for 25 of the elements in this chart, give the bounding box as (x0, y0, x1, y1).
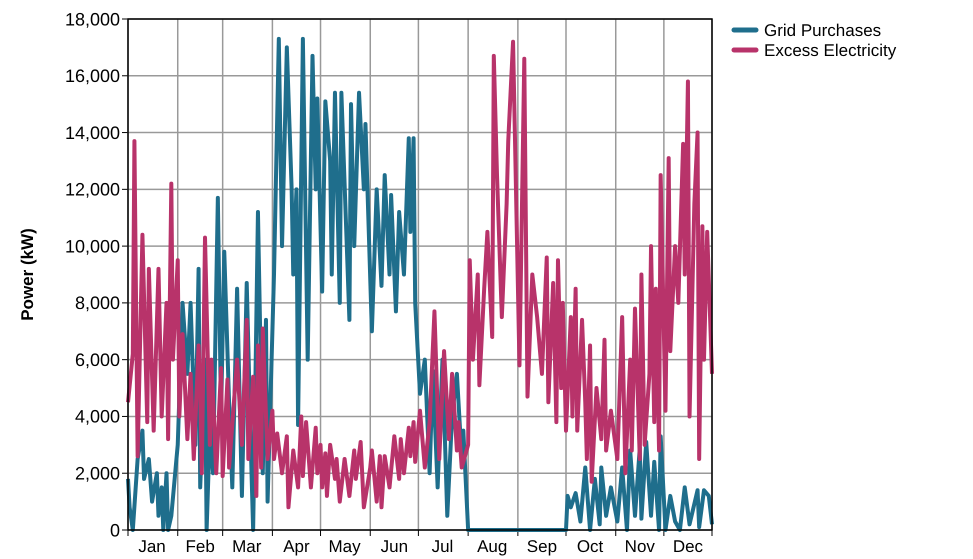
y-tick-label: 8,000 (74, 293, 120, 314)
y-tick-label: 4,000 (74, 406, 120, 427)
y-tick-label: 16,000 (64, 66, 120, 86)
x-tick-label: Apr (283, 537, 310, 556)
y-tick-label: 10,000 (64, 236, 120, 256)
x-tick-label: Feb (186, 537, 215, 556)
x-tick-label: Jun (380, 537, 408, 556)
x-tick-label: Dec (672, 537, 704, 556)
x-tick-label: Jul (432, 537, 454, 556)
y-axis-title: Power (kW) (18, 228, 37, 321)
x-tick-label: Aug (477, 537, 508, 556)
x-tick-label: Jan (138, 537, 166, 556)
x-tick-label: Mar (232, 537, 262, 556)
legend-label: Grid Purchases (764, 20, 882, 40)
y-tick-label: 12,000 (64, 180, 120, 200)
x-tick-label: May (328, 537, 362, 556)
y-tick-label: 18,000 (64, 9, 120, 30)
legend-label: Excess Electricity (764, 40, 897, 60)
y-tick-label: 2,000 (74, 464, 120, 484)
x-tick-label: Nov (624, 537, 656, 556)
y-tick-label: 6,000 (74, 350, 120, 370)
x-tick-label: Oct (576, 537, 604, 556)
y-tick-label: 0 (110, 520, 120, 540)
y-tick-label: 14,000 (64, 122, 120, 143)
x-tick-label: Sep (526, 537, 558, 556)
